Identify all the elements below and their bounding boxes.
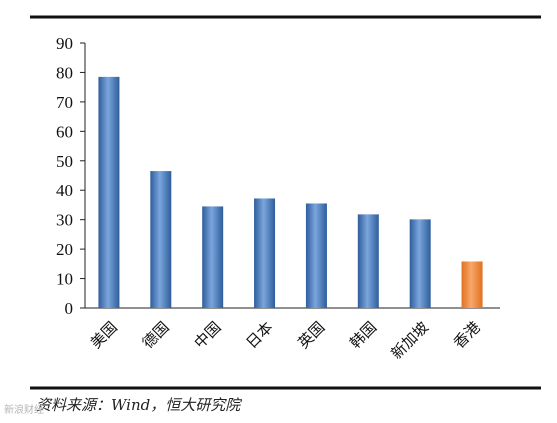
bar [254, 198, 276, 308]
x-tick-label: 英国 [294, 318, 328, 352]
x-tick-label: 中国 [191, 318, 225, 352]
bar [357, 214, 379, 308]
y-tick-label: 70 [56, 93, 73, 112]
bar [202, 206, 224, 308]
x-tick-label: 德国 [139, 318, 173, 352]
y-tick-label: 50 [56, 152, 73, 171]
x-tick-label: 韩国 [346, 318, 380, 352]
x-tick-label: 香港 [450, 318, 484, 352]
y-tick-label: 60 [56, 122, 73, 141]
x-tick-label: 美国 [87, 318, 121, 352]
bar [98, 76, 120, 308]
x-tick-label: 新加坡 [387, 318, 432, 363]
y-tick-label: 40 [56, 181, 73, 200]
y-tick-label: 80 [56, 63, 73, 82]
bar [461, 261, 483, 308]
y-tick-label: 0 [65, 299, 74, 318]
bar [150, 171, 172, 308]
bar-chart: 0 10 20 30 40 50 60 70 80 90 美国 德国 中国 日本 英国 韩国 新加坡 香港 [30, 15, 541, 390]
bar [305, 203, 327, 308]
y-tick-label: 90 [56, 34, 73, 53]
bar [409, 219, 431, 308]
y-tick-label: 30 [56, 211, 73, 230]
bars-group [98, 76, 483, 308]
x-axis-labels: 美国 德国 中国 日本 英国 韩国 新加坡 香港 [87, 318, 484, 363]
y-axis: 0 10 20 30 40 50 60 70 80 90 [56, 34, 500, 318]
y-tick-label: 10 [56, 270, 73, 289]
watermark: 新浪财经 [4, 405, 44, 416]
y-tick-label: 20 [56, 240, 73, 259]
x-tick-label: 日本 [242, 318, 276, 352]
source-note: 资料来源：Wind，恒大研究院 [36, 396, 241, 414]
